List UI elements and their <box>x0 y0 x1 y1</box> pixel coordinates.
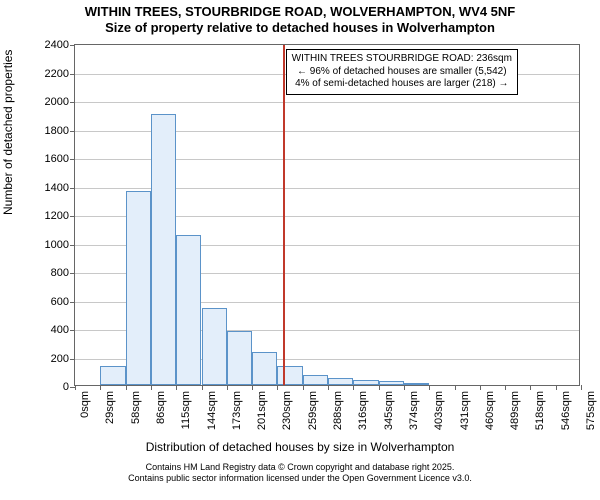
y-tick-mark <box>70 131 75 132</box>
x-tick-label: 86sqm <box>155 391 167 424</box>
x-tick-label: 403sqm <box>433 391 445 430</box>
y-tick-label: 200 <box>51 353 69 365</box>
y-tick-label: 1600 <box>45 153 69 165</box>
x-tick-mark <box>252 385 253 390</box>
histogram-bar <box>353 380 378 385</box>
gridline <box>75 102 579 103</box>
x-tick-label: 230sqm <box>281 391 293 430</box>
y-tick-mark <box>70 216 75 217</box>
plot-area: 0200400600800100012001400160018002000220… <box>74 44 580 386</box>
histogram-bar <box>202 308 227 385</box>
x-tick-label: 345sqm <box>383 391 395 430</box>
y-tick-label: 600 <box>51 296 69 308</box>
x-tick-mark <box>277 385 278 390</box>
x-tick-label: 259sqm <box>307 391 319 430</box>
y-tick-label: 1000 <box>45 239 69 251</box>
x-tick-mark <box>227 385 228 390</box>
x-tick-label: 546sqm <box>560 391 572 430</box>
annotation-line3: 4% of semi-detached houses are larger (2… <box>292 78 512 91</box>
x-tick-mark <box>455 385 456 390</box>
x-tick-mark <box>353 385 354 390</box>
x-tick-mark <box>176 385 177 390</box>
histogram-bar <box>277 366 302 385</box>
x-tick-mark <box>328 385 329 390</box>
annotation-line1: WITHIN TREES STOURBRIDGE ROAD: 236sqm <box>292 53 512 66</box>
annotation-line2: ← 96% of detached houses are smaller (5,… <box>292 66 512 79</box>
x-tick-mark <box>379 385 380 390</box>
x-tick-mark <box>151 385 152 390</box>
histogram-bar <box>151 114 176 385</box>
x-tick-mark <box>126 385 127 390</box>
x-tick-label: 29sqm <box>104 391 116 424</box>
title-line2: Size of property relative to detached ho… <box>0 20 600 36</box>
x-tick-label: 518sqm <box>534 391 546 430</box>
x-tick-label: 144sqm <box>206 391 218 430</box>
y-tick-mark <box>70 330 75 331</box>
x-tick-label: 575sqm <box>585 391 597 430</box>
footer-note: Contains HM Land Registry data © Crown c… <box>0 462 600 484</box>
x-tick-label: 201sqm <box>256 391 268 430</box>
x-tick-label: 115sqm <box>180 391 192 429</box>
histogram-bar <box>176 235 201 385</box>
x-tick-mark <box>404 385 405 390</box>
x-tick-mark <box>100 385 101 390</box>
y-tick-label: 2200 <box>45 68 69 80</box>
x-tick-label: 431sqm <box>459 391 471 430</box>
x-tick-mark <box>530 385 531 390</box>
x-tick-label: 374sqm <box>408 391 420 430</box>
x-tick-label: 288sqm <box>332 391 344 430</box>
x-tick-mark <box>75 385 76 390</box>
x-tick-mark <box>480 385 481 390</box>
histogram-bar <box>303 375 328 385</box>
x-tick-label: 460sqm <box>484 391 496 430</box>
histogram-bar <box>328 378 353 385</box>
y-tick-label: 1400 <box>45 182 69 194</box>
y-tick-mark <box>70 45 75 46</box>
y-tick-label: 2000 <box>45 96 69 108</box>
histogram-bar <box>379 381 404 385</box>
y-tick-label: 1200 <box>45 210 69 222</box>
y-tick-label: 800 <box>51 267 69 279</box>
x-tick-mark <box>556 385 557 390</box>
y-tick-mark <box>70 302 75 303</box>
chart-container: WITHIN TREES, STOURBRIDGE ROAD, WOLVERHA… <box>0 0 600 500</box>
histogram-bar <box>227 331 252 385</box>
x-tick-label: 0sqm <box>79 391 91 418</box>
y-tick-label: 2400 <box>45 39 69 51</box>
x-tick-label: 58sqm <box>130 391 142 424</box>
title-line1: WITHIN TREES, STOURBRIDGE ROAD, WOLVERHA… <box>0 4 600 20</box>
y-tick-mark <box>70 74 75 75</box>
x-tick-mark <box>505 385 506 390</box>
annotation-box: WITHIN TREES STOURBRIDGE ROAD: 236sqm← 9… <box>286 49 518 95</box>
y-tick-label: 1800 <box>45 125 69 137</box>
x-tick-mark <box>429 385 430 390</box>
marker-line <box>283 45 285 385</box>
y-tick-mark <box>70 102 75 103</box>
histogram-bar <box>126 191 151 385</box>
x-axis-title: Distribution of detached houses by size … <box>0 440 600 454</box>
y-tick-mark <box>70 359 75 360</box>
x-tick-mark <box>202 385 203 390</box>
histogram-bar <box>252 352 277 385</box>
x-tick-label: 316sqm <box>357 391 369 430</box>
chart-title: WITHIN TREES, STOURBRIDGE ROAD, WOLVERHA… <box>0 4 600 35</box>
y-tick-mark <box>70 159 75 160</box>
x-tick-label: 173sqm <box>231 391 243 430</box>
y-tick-label: 400 <box>51 324 69 336</box>
histogram-bar <box>100 366 125 385</box>
y-tick-mark <box>70 245 75 246</box>
footer-line2: Contains public sector information licen… <box>0 473 600 484</box>
y-tick-mark <box>70 188 75 189</box>
histogram-bar <box>404 383 429 385</box>
y-tick-mark <box>70 273 75 274</box>
y-tick-label: 0 <box>63 381 69 393</box>
x-tick-mark <box>581 385 582 390</box>
y-axis-title: Number of detached properties <box>1 50 15 215</box>
footer-line1: Contains HM Land Registry data © Crown c… <box>0 462 600 473</box>
x-tick-label: 489sqm <box>509 391 521 430</box>
x-tick-mark <box>303 385 304 390</box>
